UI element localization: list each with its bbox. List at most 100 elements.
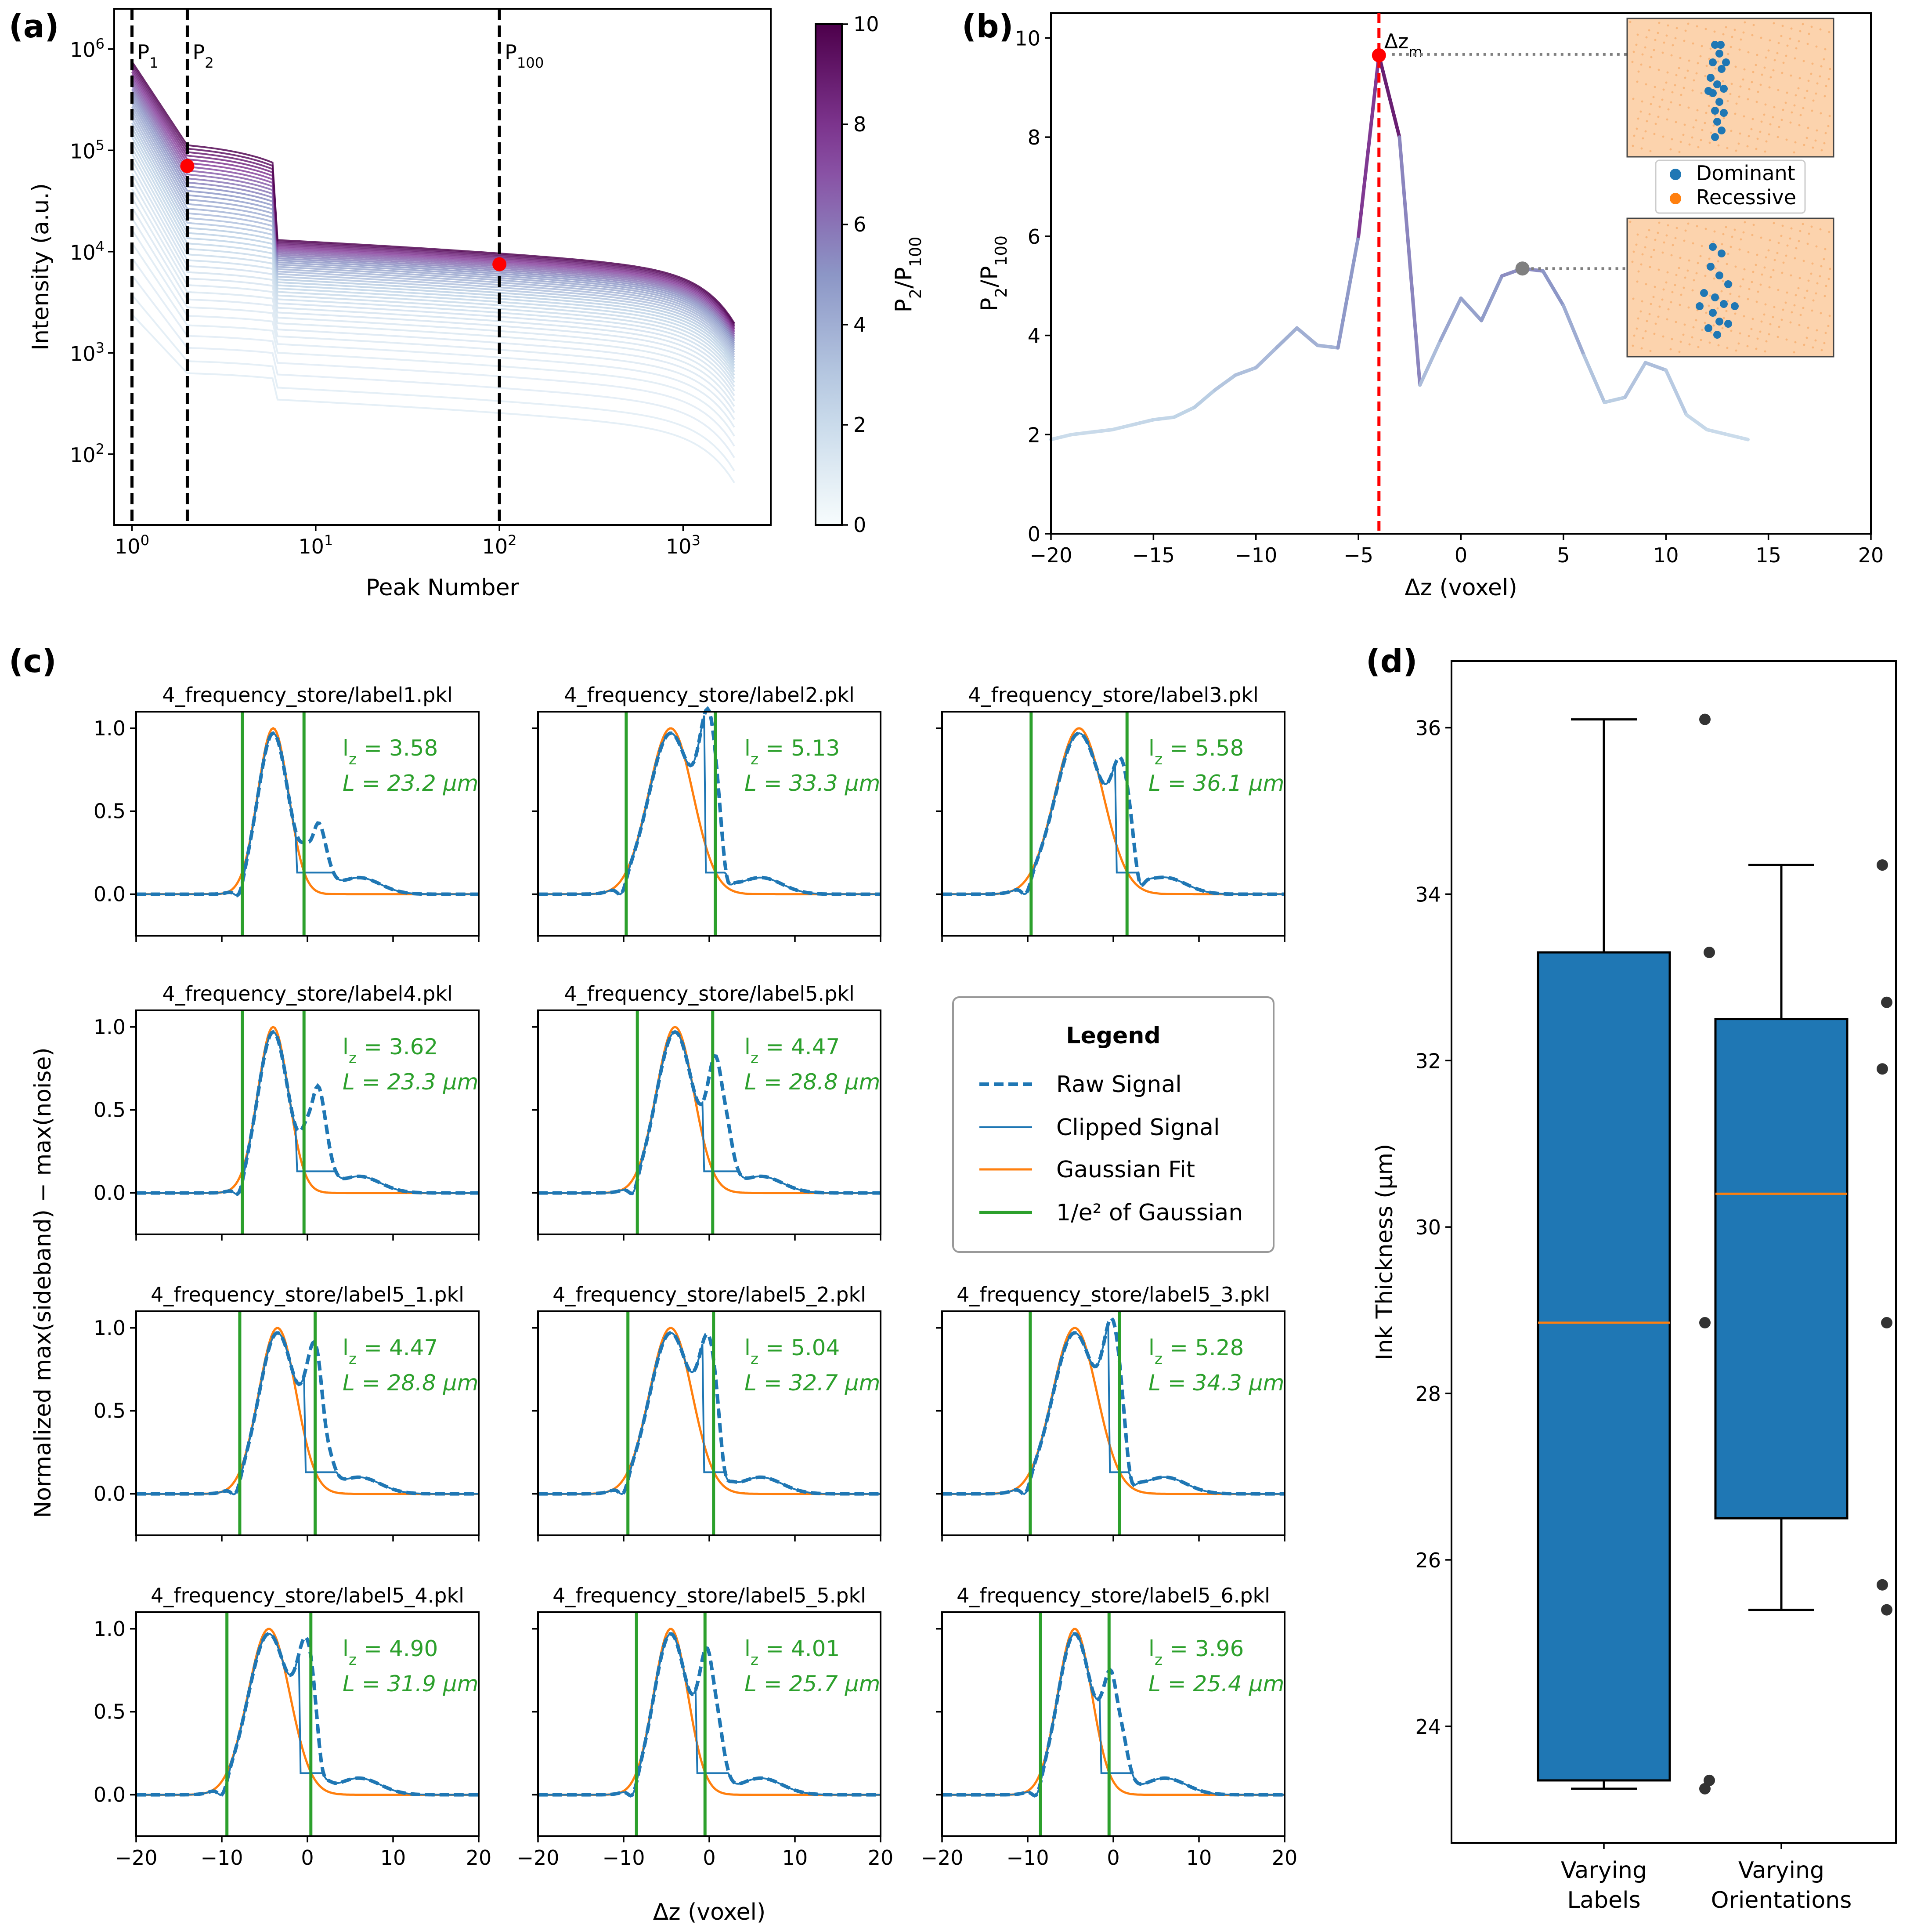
annotation-length: L = 23.2 μm <box>343 771 478 796</box>
recessive-dot <box>1721 327 1724 329</box>
recessive-dot <box>1828 315 1831 317</box>
data-point <box>1881 1317 1892 1329</box>
highlight-point-1 <box>180 159 195 173</box>
xtick-label-b: 10 <box>1653 543 1679 567</box>
series-line-a <box>131 80 735 335</box>
inset-bottom <box>1626 217 1834 358</box>
recessive-dot <box>1729 93 1732 95</box>
ratio-segment <box>1541 269 1565 308</box>
recessive-dot <box>1769 76 1772 79</box>
recessive-dot <box>1648 229 1650 232</box>
dz-m-label: Δzm <box>1384 29 1423 60</box>
ratio-segment <box>1684 413 1709 431</box>
recessive-dot <box>1744 21 1746 24</box>
ratio-segment <box>1315 344 1340 350</box>
recessive-dot <box>1756 137 1759 140</box>
recessive-dot <box>1793 151 1795 154</box>
recessive-dot <box>1670 54 1673 57</box>
recessive-dot <box>1633 334 1636 337</box>
recessive-dot <box>1653 133 1656 135</box>
recessive-dot <box>1755 148 1758 150</box>
recessive-dot <box>1735 349 1737 352</box>
series-line-a <box>131 229 735 428</box>
recessive-dot <box>1781 72 1784 74</box>
recessive-dot <box>1740 238 1742 241</box>
recessive-dot <box>1812 146 1814 149</box>
dominant-dot <box>1713 80 1721 88</box>
recessive-dot <box>1772 269 1775 271</box>
recessive-dot <box>1678 151 1681 153</box>
recessive-dot <box>1680 293 1683 296</box>
dominant-dot <box>1718 127 1726 134</box>
recessive-dot <box>1722 33 1725 36</box>
series-line-a <box>131 137 735 369</box>
recessive-dot <box>1675 274 1678 276</box>
xtick-label-b: 0 <box>1455 543 1467 567</box>
recessive-dot <box>1699 55 1702 58</box>
recessive-dot <box>1763 113 1766 116</box>
recessive-dot <box>1780 119 1783 121</box>
recessive-dot <box>1674 37 1677 40</box>
recessive-dot <box>1693 79 1695 82</box>
recessive-dot <box>1828 115 1831 117</box>
subplot-title: 4_frequency_store/label5_2.pkl <box>552 1283 866 1306</box>
xlabel-b: Δz (voxel) <box>1405 575 1517 601</box>
recessive-dot <box>1722 280 1724 282</box>
annotation-lz: lz = 3.58 <box>343 735 438 768</box>
legend-recessive-marker <box>1670 193 1681 204</box>
recessive-dot <box>1671 138 1673 141</box>
recessive-dot <box>1697 62 1699 65</box>
recessive-dot <box>1667 108 1670 111</box>
recessive-dot <box>1671 338 1673 340</box>
recessive-dot <box>1769 123 1772 126</box>
recessive-dot <box>1662 288 1665 291</box>
recessive-dot <box>1684 29 1687 32</box>
ytick-label-c: 0.0 <box>94 1783 126 1807</box>
dominant-dot <box>1724 320 1732 328</box>
recessive-dot <box>1812 346 1814 349</box>
recessive-dot <box>1756 337 1759 340</box>
ratio-segment <box>1152 415 1176 422</box>
recessive-dot <box>1704 228 1707 230</box>
dominant-dot <box>1713 331 1721 339</box>
recessive-dot <box>1730 83 1733 85</box>
recessive-dot <box>1782 308 1784 311</box>
recessive-dot <box>1807 127 1809 129</box>
recessive-dot <box>1795 47 1798 50</box>
dominant-dot <box>1715 318 1723 326</box>
recessive-dot <box>1733 228 1736 231</box>
subplot-title: 4_frequency_store/label5_1.pkl <box>151 1283 464 1306</box>
recessive-dot <box>1765 256 1767 259</box>
raw-signal-line <box>942 1316 1285 1496</box>
recessive-dot <box>1695 272 1698 275</box>
recessive-dot <box>1790 274 1792 277</box>
data-point <box>1699 1783 1711 1795</box>
recessive-dot <box>1759 330 1762 333</box>
ytick-label-d: 28 <box>1415 1382 1441 1406</box>
recessive-dot <box>1654 286 1656 288</box>
recessive-dot <box>1693 279 1695 282</box>
ytick-label-c: 1.0 <box>94 1316 126 1340</box>
xlabel-c: Δz (voxel) <box>653 1899 766 1925</box>
ytick-label-b: 4 <box>1028 324 1040 348</box>
recessive-dot <box>1654 39 1657 41</box>
annotation-lz: lz = 5.13 <box>744 735 840 768</box>
recessive-dot <box>1812 299 1815 302</box>
recessive-dot <box>1705 311 1708 314</box>
ytick-label-c: 0.5 <box>94 1399 126 1423</box>
recessive-dot <box>1823 295 1826 297</box>
recessive-dot <box>1807 326 1809 329</box>
recessive-dot <box>1713 230 1716 233</box>
recessive-dot <box>1805 336 1808 339</box>
recessive-dot <box>1806 242 1809 245</box>
xtick-label-c: 0 <box>301 1846 314 1870</box>
recessive-dot <box>1806 90 1809 92</box>
recessive-dot <box>1764 150 1766 153</box>
ratio-segment <box>1377 53 1401 139</box>
recessive-dot <box>1654 123 1657 125</box>
